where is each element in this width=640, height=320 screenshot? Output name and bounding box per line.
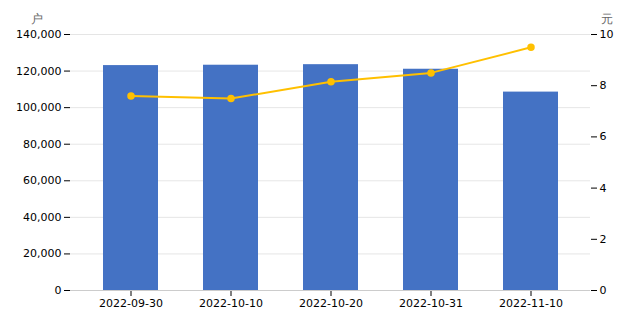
svg-text:2022-09-30: 2022-09-30	[99, 297, 163, 310]
svg-text:2022-10-10: 2022-10-10	[199, 297, 263, 310]
svg-text:60,000: 60,000	[23, 174, 62, 187]
svg-text:20,000: 20,000	[23, 247, 62, 260]
svg-text:10: 10	[600, 28, 614, 41]
svg-text:80,000: 80,000	[23, 138, 62, 151]
svg-text:120,000: 120,000	[16, 65, 62, 78]
svg-text:40,000: 40,000	[23, 211, 62, 224]
svg-text:2022-10-20: 2022-10-20	[299, 297, 363, 310]
svg-text:100,000: 100,000	[16, 101, 62, 114]
svg-text:户: 户	[31, 12, 43, 26]
svg-text:8: 8	[600, 79, 607, 92]
svg-text:0: 0	[55, 284, 62, 297]
svg-text:140,000: 140,000	[16, 28, 62, 41]
svg-text:元: 元	[601, 12, 613, 26]
svg-text:2022-10-31: 2022-10-31	[399, 297, 463, 310]
svg-text:0: 0	[600, 284, 607, 297]
svg-text:2: 2	[600, 233, 607, 246]
svg-text:2022-11-10: 2022-11-10	[499, 297, 563, 310]
svg-text:4: 4	[600, 182, 607, 195]
svg-text:6: 6	[600, 130, 607, 143]
